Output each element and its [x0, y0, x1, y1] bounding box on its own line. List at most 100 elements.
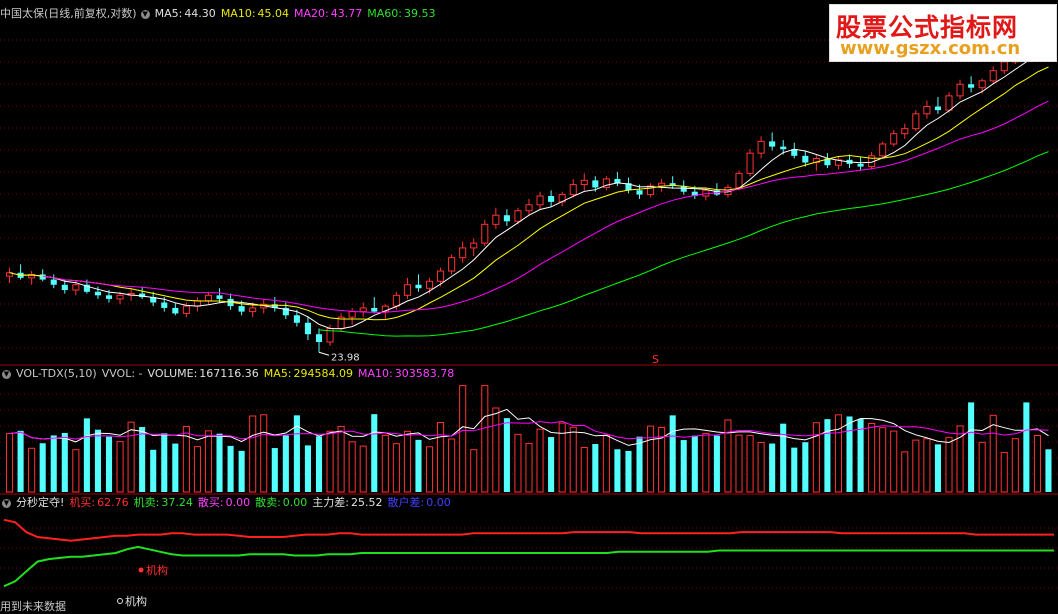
candle-body	[238, 306, 245, 312]
low-price-label: 23.98	[331, 352, 360, 363]
candle-body	[968, 84, 975, 88]
ma10-label: MA10:	[220, 7, 256, 20]
candle-body	[182, 305, 190, 314]
jimai-value: 62.76	[97, 496, 129, 509]
ind-title: 分秒定夺!	[16, 496, 65, 509]
candle-body	[437, 270, 445, 282]
volume-bar	[968, 402, 975, 492]
volume-bar	[271, 448, 278, 492]
candle-body	[403, 284, 411, 296]
volume-bar	[536, 428, 544, 493]
candle-body	[94, 291, 101, 296]
volume-bar	[724, 419, 732, 493]
volume-bar	[945, 436, 953, 493]
candle-body	[879, 143, 887, 157]
volume-bar	[359, 445, 367, 493]
candle-body	[658, 182, 666, 187]
candle-body	[691, 191, 698, 197]
volume-bar	[647, 425, 655, 493]
watermark-url: www.gszx.com.cn	[840, 38, 1021, 59]
volume-bar	[569, 426, 577, 493]
ma60-label: MA60:	[367, 7, 402, 20]
volume-ma10-line	[9, 420, 1049, 440]
low-price-pointer	[318, 351, 330, 356]
volume-bar	[392, 443, 400, 493]
volume-value: 167116.36	[199, 367, 259, 380]
candle-body	[569, 184, 577, 196]
candle-body	[150, 297, 157, 303]
ma20-label: MA20:	[294, 7, 329, 20]
candle-body	[602, 178, 610, 188]
grid-lines	[0, 39, 1058, 589]
volume-bar	[846, 416, 853, 492]
volume-bar	[293, 415, 300, 492]
candle-body	[934, 106, 941, 111]
candle-body	[481, 223, 489, 244]
vol-title: VOL-TDX(5,10)	[16, 367, 97, 380]
volume-bar	[448, 438, 456, 493]
candle-body	[834, 159, 843, 166]
watermark-logo: 股票公式指标网 www.gszx.com.cn	[829, 4, 1057, 62]
jimai2-line	[3, 545, 1054, 588]
vol-ma5-label: MA5:	[263, 367, 292, 380]
volume-bar	[669, 415, 676, 492]
volume-ma5-line	[9, 408, 1049, 446]
candle-body	[61, 284, 68, 291]
volume-bar	[923, 438, 931, 493]
candle-body	[525, 204, 533, 212]
candle-body	[769, 141, 776, 147]
volume-bar	[746, 435, 754, 493]
volume-bar	[602, 434, 610, 493]
volume-options-icon[interactable]: ▼	[2, 369, 11, 379]
volume-bar	[934, 444, 941, 492]
zhuli-value: 25.52	[351, 496, 383, 509]
volume-bar	[72, 449, 80, 493]
candle-body	[1000, 61, 1008, 72]
candle-body	[680, 186, 687, 192]
institution-dot-white	[117, 598, 123, 604]
ma5-value: 44.30	[184, 7, 216, 20]
volume-bar	[50, 435, 57, 492]
volume-bar	[757, 441, 765, 493]
volume-bar	[381, 434, 389, 493]
candle-body	[293, 315, 300, 323]
candle-body	[72, 284, 80, 291]
candle-body	[901, 128, 909, 135]
candle-body	[216, 295, 223, 299]
candle-body	[392, 294, 400, 307]
volume-bar	[437, 422, 445, 493]
candle-body	[381, 305, 389, 313]
volume-bar	[558, 422, 566, 493]
jimai2-label: 机卖:	[133, 496, 160, 509]
candle-body	[470, 242, 478, 249]
candle-body	[315, 334, 323, 342]
candle-body	[636, 190, 643, 195]
candle-body	[890, 133, 898, 145]
institution-dot-red	[138, 567, 144, 573]
volume-bar	[5, 433, 14, 493]
candle-body	[824, 158, 831, 166]
volume-bar	[791, 447, 798, 492]
volume-bar	[139, 427, 146, 492]
volume-bar	[304, 445, 311, 492]
volume-bar	[636, 436, 643, 492]
volume-bar	[1000, 452, 1008, 493]
volume-bar	[956, 425, 964, 493]
ma20-value: 43.77	[330, 7, 363, 20]
volume-bar	[105, 436, 113, 492]
volume-bar	[802, 442, 809, 492]
indicator-options-icon[interactable]: ▼	[2, 498, 11, 508]
volume-bar	[514, 433, 522, 493]
candle-body	[282, 307, 289, 316]
price-options-icon[interactable]: ▼	[140, 9, 150, 19]
indicator-legend: ▼ 分秒定夺! 机买: 62.76 机卖: 37.24 散买: 0.00 散卖: 0.00 主力差:…	[0, 495, 456, 511]
candle-body	[161, 302, 168, 308]
volume-bar	[1045, 449, 1052, 492]
volume-bar	[857, 419, 864, 492]
sanmai2-value: 0.00	[282, 496, 308, 509]
jimai-label: 机买:	[69, 496, 96, 509]
candle-body	[580, 179, 588, 186]
candle-body	[204, 294, 213, 302]
candle-body	[780, 146, 787, 150]
